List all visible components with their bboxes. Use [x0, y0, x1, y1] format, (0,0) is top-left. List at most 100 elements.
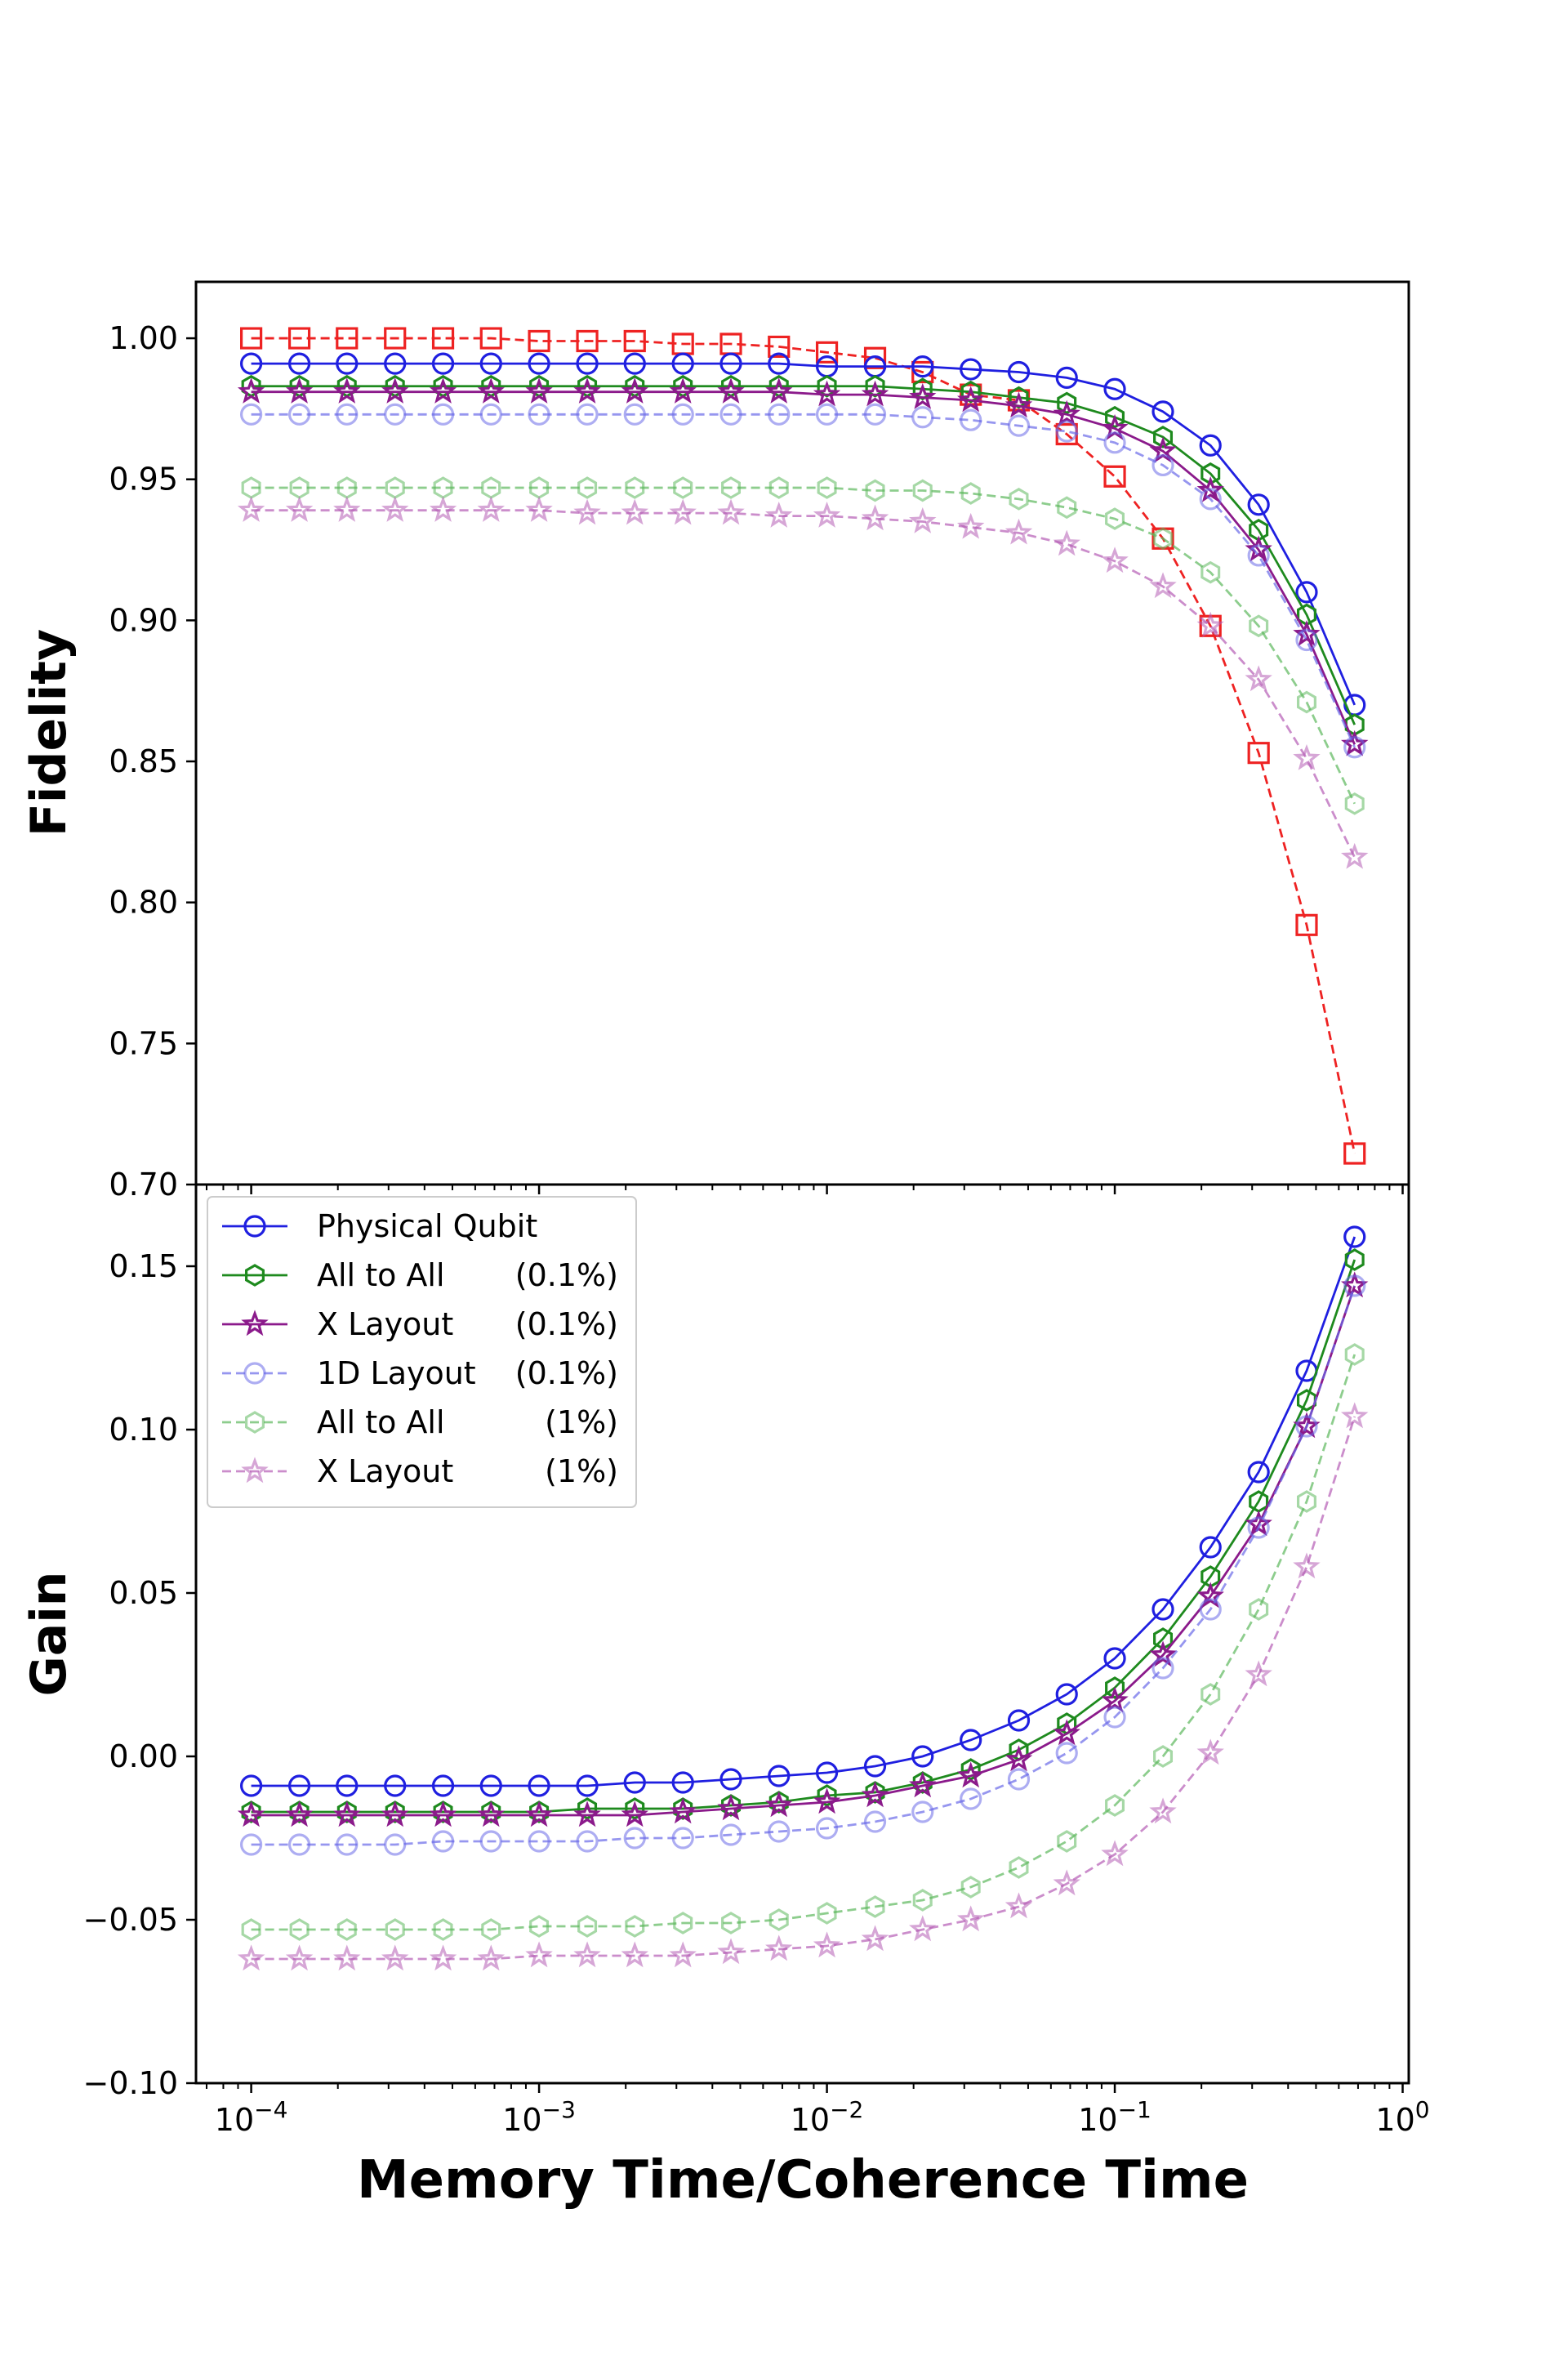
- data-point: [1057, 1830, 1077, 1853]
- data-point: [1103, 465, 1126, 488]
- series-x-layout-1: [237, 496, 1369, 869]
- data-point: [1004, 391, 1033, 418]
- data-point: [813, 502, 841, 528]
- data-point: [719, 352, 742, 375]
- data-point: [1293, 1412, 1321, 1439]
- data-point: [768, 476, 789, 499]
- data-point: [1007, 1709, 1031, 1732]
- data-point: [1101, 1686, 1129, 1713]
- series-line: [251, 486, 1356, 805]
- data-point: [237, 1800, 265, 1827]
- data-point: [433, 1800, 453, 1823]
- data-point: [623, 329, 646, 353]
- y-tick-label: 0.90: [109, 602, 178, 638]
- data-point: [431, 403, 455, 426]
- data-point: [669, 377, 697, 404]
- y-tick-label: 0.80: [109, 885, 178, 921]
- fidelity-series: [237, 327, 1369, 1165]
- data-point: [336, 352, 359, 375]
- data-point: [1057, 391, 1077, 415]
- data-point: [1199, 1536, 1222, 1559]
- data-point: [1153, 1745, 1174, 1768]
- data-point: [573, 377, 601, 404]
- data-point: [241, 1800, 261, 1823]
- data-point: [1153, 527, 1174, 551]
- data-point: [911, 1800, 934, 1823]
- data-point: [287, 403, 311, 426]
- data-point: [576, 352, 599, 375]
- data-point: [1009, 488, 1029, 511]
- data-point: [1103, 1706, 1126, 1729]
- data-point: [237, 1944, 265, 1971]
- series-physical-qubit: [240, 352, 1366, 716]
- data-point: [431, 1774, 455, 1797]
- data-point: [909, 1771, 937, 1798]
- data-point: [1055, 422, 1078, 446]
- data-point: [621, 498, 648, 525]
- data-point: [1009, 386, 1029, 409]
- x-tick-label: 10−1: [1078, 2096, 1152, 2138]
- data-point: [1149, 572, 1177, 599]
- data-point: [1247, 544, 1270, 567]
- data-point: [721, 476, 742, 499]
- legend-marker: [245, 1264, 265, 1287]
- data-point: [768, 1791, 789, 1814]
- y-tick-label: 0.85: [109, 743, 178, 779]
- data-point: [1200, 560, 1221, 584]
- data-point: [479, 1830, 502, 1853]
- data-point: [768, 1908, 789, 1931]
- data-point: [525, 377, 553, 404]
- data-point: [573, 498, 601, 525]
- data-point: [285, 1800, 314, 1827]
- data-point: [865, 374, 885, 398]
- data-point: [912, 479, 933, 502]
- data-point: [577, 1915, 598, 1938]
- data-point: [429, 496, 457, 522]
- data-point: [673, 476, 693, 499]
- data-point: [479, 403, 502, 426]
- x-tick-label: 10−4: [215, 2096, 288, 2138]
- data-point: [815, 403, 839, 426]
- data-point: [1007, 1768, 1031, 1791]
- data-point: [240, 1833, 263, 1856]
- data-point: [1247, 493, 1270, 516]
- y-tick-label: 0.75: [109, 1025, 178, 1061]
- legend-item: Physical Qubit: [222, 1208, 537, 1244]
- series-line: [251, 337, 1356, 1154]
- data-point: [1343, 1142, 1366, 1165]
- legend: Physical Qubit All to All (0.1%) X Layout (0…: [207, 1196, 637, 1508]
- data-point: [815, 1817, 839, 1840]
- series-x-layout-0-1: [237, 377, 1369, 756]
- data-point: [721, 1794, 742, 1817]
- series-line: [251, 390, 1356, 745]
- data-point: [861, 1925, 889, 1952]
- data-point: [477, 1944, 505, 1971]
- data-point: [768, 1765, 791, 1787]
- data-point: [525, 1800, 553, 1827]
- data-point: [481, 1800, 501, 1823]
- data-point: [1105, 405, 1125, 429]
- legend-label: X Layout: [317, 1306, 453, 1342]
- data-point: [287, 1774, 311, 1797]
- data-point: [865, 479, 885, 502]
- data-point: [911, 355, 934, 378]
- y-tick-label: 0.70: [109, 1167, 178, 1203]
- y-tick-label: −0.05: [83, 1902, 178, 1938]
- data-point: [576, 1774, 599, 1797]
- fidelity-x-ticks: [206, 1185, 1404, 1194]
- data-point: [625, 1915, 645, 1938]
- data-point: [479, 1774, 502, 1797]
- gain-series: [237, 1225, 1369, 1971]
- data-point: [333, 377, 361, 404]
- series-line: [251, 362, 1356, 706]
- data-point: [911, 360, 934, 384]
- fidelity-panel: 0.70 0.75 0.80 0.85 0.90 0.95 1.00 Fidelity: [20, 280, 1410, 1203]
- series-x-layout-0-1: [237, 1271, 1369, 1827]
- fidelity-y-label: Fidelity: [20, 629, 78, 837]
- legend-marker: [243, 1215, 266, 1238]
- data-point: [477, 1800, 505, 1827]
- y-tick-label: 1.00: [109, 320, 178, 356]
- data-point: [671, 332, 694, 355]
- data-point: [381, 1800, 409, 1827]
